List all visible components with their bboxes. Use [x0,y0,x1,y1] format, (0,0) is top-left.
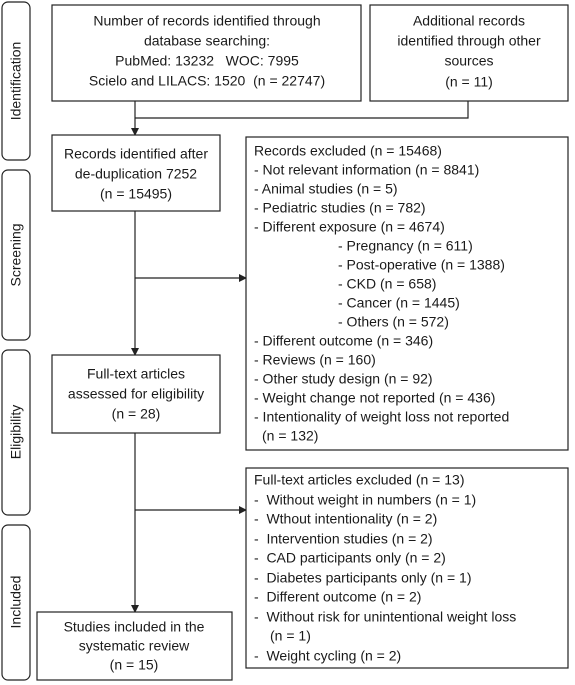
stage-label: Screening [8,223,24,286]
box-text: Studies included in the [64,619,205,635]
stage-labels: Identification Screening Eligibility Inc… [1,1,31,681]
box-text: Full-text articles [87,366,185,382]
list-title: Full-text articles excluded (n = 13) [254,472,464,488]
box-text: (n = 11) [445,74,493,90]
list-item: - Other study design (n = 92) [254,371,433,387]
other-sources-box [369,4,569,102]
list-item: - Not relevant information (n = 8841) [254,162,479,178]
fulltext-excluded-box [245,467,569,669]
list-subitem: - Others (n = 572) [338,314,449,330]
connector [135,101,469,119]
list-item: - Without weight in numbers (n = 1) [254,492,476,508]
box-text: Number of records identified through [93,13,320,29]
list-item: - Different outcome (n = 346) [254,333,433,349]
list-item: - CAD participants only (n = 2) [254,550,446,566]
stage-box [1,349,31,516]
list-item: - Without risk for unintentional weight … [254,609,516,625]
list-title: Records excluded (n = 15468) [254,143,442,159]
list-item: - Reviews (n = 160) [254,352,376,368]
list-item: - Animal studies (n = 5) [254,181,398,197]
stage-box [1,1,31,161]
list-item: - Pediatric studies (n = 782) [254,200,426,216]
box-text: identified through other [397,33,541,49]
stage-box [1,169,31,341]
box-text: Records identified after [64,146,208,162]
box-text: database searching: [144,33,270,49]
connectors [131,101,469,613]
stage-box [1,524,31,681]
list-subitem: - CKD (n = 658) [338,276,436,292]
box-text: (n = 15495) [100,186,172,202]
deduplicated-box [51,134,221,212]
list-item: - Weight cycling (n = 2) [254,648,401,664]
list-item: - Intentionality of weight loss not repo… [254,409,509,425]
list-item: - Diabetes participants only (n = 1) [254,570,472,586]
list-item: (n = 132) [262,428,318,444]
stage-label: Eligibility [8,405,24,459]
list-item: - Weight change not reported (n = 436) [254,390,495,406]
box-text: PubMed: 13232 WOC: 7995 [115,53,299,69]
stage-label: Identification [8,42,24,121]
list-item: (n = 1) [270,628,311,644]
box-text: Scielo and LILACS: 1520 (n = 22747) [89,73,325,89]
box-text: systematic review [79,638,190,654]
list-item: - Different exposure (n = 4674) [254,219,445,235]
box-text: Additional records [413,13,525,29]
list-item: - Different outcome (n = 2) [254,589,421,605]
box-text: assessed for eligibility [68,386,204,402]
records-excluded-box [245,136,569,451]
list-subitem: - Cancer (n = 1445) [338,295,460,311]
box-text: sources [444,53,493,69]
stage-label: Included [8,576,24,629]
list-subitem: - Pregnancy (n = 611) [338,238,473,254]
box-text: (n = 15) [110,657,159,673]
database-box [51,4,362,102]
box-text: de-duplication 7252 [75,166,197,182]
included-box [36,611,233,681]
list-item: - Intervention studies (n = 2) [254,531,433,547]
list-subitem: - Post-operative (n = 1388) [338,257,505,273]
fulltext-assessed-box [51,354,221,434]
list-item: - Wthout intentionality (n = 2) [254,511,437,527]
box-text: (n = 28) [112,406,161,422]
